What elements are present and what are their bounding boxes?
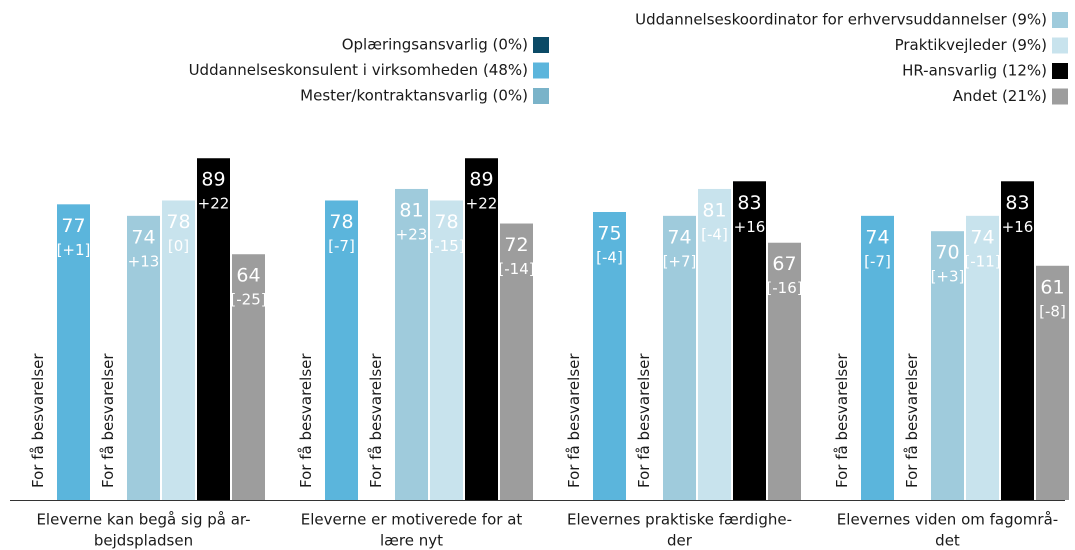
legend-swatch bbox=[533, 37, 549, 53]
x-tick-label: Elevernes viden om fagområ- bbox=[837, 511, 1058, 529]
value-label: 70 bbox=[935, 242, 959, 264]
bar bbox=[1036, 265, 1069, 500]
bar bbox=[966, 215, 999, 500]
value-label: 67 bbox=[772, 253, 796, 275]
change-label: [-7] bbox=[864, 252, 891, 270]
change-label: [+3] bbox=[931, 268, 965, 286]
value-label: 89 bbox=[201, 169, 225, 191]
no-data-label: For få besvarelser bbox=[99, 353, 117, 488]
legend-label: Andet (21%) bbox=[953, 87, 1047, 105]
no-data-label: For få besvarelser bbox=[903, 353, 921, 488]
legend-swatch bbox=[1052, 12, 1068, 28]
value-label: 89 bbox=[469, 169, 493, 191]
change-label: [0] bbox=[168, 237, 189, 255]
legend-swatch bbox=[1052, 63, 1068, 79]
change-label: +23 bbox=[396, 225, 428, 243]
bar bbox=[733, 181, 766, 500]
bar bbox=[430, 200, 463, 501]
bar bbox=[593, 212, 626, 500]
legend-label: Uddannelseskonsulent i virksomheden (48%… bbox=[189, 61, 528, 79]
value-label: 77 bbox=[61, 215, 85, 237]
change-label: [+1] bbox=[57, 241, 91, 259]
no-data-label: For få besvarelser bbox=[367, 353, 385, 488]
bar bbox=[861, 215, 894, 500]
bar bbox=[768, 242, 801, 500]
x-tick-label: bejdspladsen bbox=[94, 532, 193, 550]
change-label: [-25] bbox=[230, 291, 266, 309]
bar bbox=[162, 200, 195, 501]
change-label: [-7] bbox=[328, 237, 355, 255]
change-label: +16 bbox=[734, 218, 766, 236]
legend-swatch bbox=[533, 62, 549, 79]
legend-label: HR-ansvarlig (12%) bbox=[902, 62, 1047, 80]
legend-label: Uddannelseskoordinator for erhvervsuddan… bbox=[635, 11, 1047, 29]
bar bbox=[325, 200, 358, 501]
value-label: 72 bbox=[504, 234, 528, 256]
value-label: 78 bbox=[434, 211, 458, 233]
legend-swatch bbox=[533, 88, 549, 104]
bar bbox=[395, 188, 428, 500]
no-data-label: For få besvarelser bbox=[29, 353, 47, 488]
x-tick-label: der bbox=[667, 532, 693, 550]
x-tick-label: Eleverne er motiverede for at bbox=[301, 511, 523, 529]
change-label: [+7] bbox=[663, 252, 697, 270]
bar bbox=[232, 254, 265, 500]
x-tick-label: Elevernes praktiske færdighe- bbox=[567, 511, 792, 529]
x-tick-label: Eleverne kan begå sig på ar- bbox=[36, 511, 250, 529]
legend-swatch bbox=[1052, 88, 1068, 105]
bar bbox=[57, 204, 90, 500]
change-label: [-4] bbox=[596, 249, 623, 267]
value-label: 74 bbox=[667, 226, 691, 248]
legend-label: Mester/kontraktansvarlig (0%) bbox=[300, 87, 528, 105]
change-label: +16 bbox=[1002, 218, 1034, 236]
value-label: 64 bbox=[236, 265, 260, 287]
change-label: [-14] bbox=[498, 260, 534, 278]
change-label: +22 bbox=[198, 195, 230, 213]
bar bbox=[197, 158, 230, 501]
no-data-label: For få besvarelser bbox=[833, 353, 851, 488]
value-label: 81 bbox=[702, 199, 726, 221]
legend-swatch bbox=[1052, 37, 1068, 54]
change-label: [-4] bbox=[701, 225, 728, 243]
legend-label: Oplæringsansvarlig (0%) bbox=[342, 36, 528, 54]
x-tick-label: det bbox=[935, 532, 960, 550]
bar bbox=[465, 158, 498, 501]
change-label: [-11] bbox=[964, 252, 1000, 270]
value-label: 74 bbox=[865, 226, 889, 248]
change-label: [-16] bbox=[766, 279, 802, 297]
value-label: 75 bbox=[597, 223, 621, 245]
no-data-label: For få besvarelser bbox=[635, 353, 653, 488]
bar bbox=[698, 188, 731, 500]
value-label: 78 bbox=[166, 211, 190, 233]
value-label: 78 bbox=[329, 211, 353, 233]
bar bbox=[500, 223, 533, 500]
bar bbox=[127, 215, 160, 500]
bar bbox=[1001, 181, 1034, 500]
no-data-label: For få besvarelser bbox=[297, 353, 315, 488]
value-label: 83 bbox=[1005, 192, 1029, 214]
value-label: 61 bbox=[1040, 276, 1064, 298]
value-label: 74 bbox=[131, 226, 155, 248]
change-label: +22 bbox=[466, 195, 498, 213]
value-label: 81 bbox=[399, 199, 423, 221]
no-data-label: For få besvarelser bbox=[565, 353, 583, 488]
legend-label: Praktikvejleder (9%) bbox=[895, 36, 1047, 54]
bar bbox=[931, 231, 964, 500]
value-label: 74 bbox=[970, 226, 994, 248]
change-label: +13 bbox=[128, 252, 160, 270]
bar bbox=[663, 215, 696, 500]
change-label: [-8] bbox=[1039, 302, 1066, 320]
change-label: [-15] bbox=[428, 237, 464, 255]
x-tick-label: lære nyt bbox=[380, 532, 443, 550]
value-label: 83 bbox=[737, 192, 761, 214]
